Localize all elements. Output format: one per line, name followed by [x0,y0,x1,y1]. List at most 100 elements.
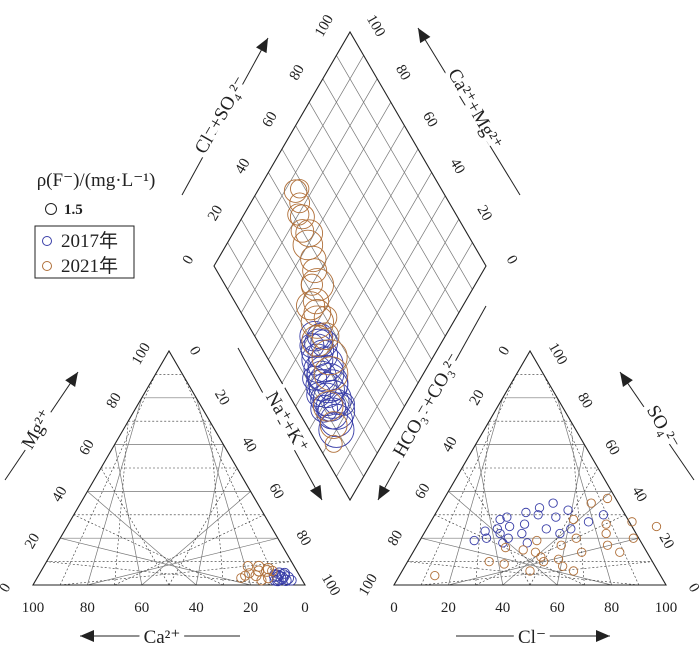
cation-grid-line [87,537,278,586]
cation-bottom-tick: 100 [22,600,45,616]
anion-point-2021 [553,554,564,564]
legend-size-circle [45,203,57,215]
anion-point-2021 [525,566,535,576]
legend-label-2017: 2017年 [61,230,118,252]
cation-point-2017 [286,575,297,586]
anion-point-2017 [583,517,594,527]
cation-grid-line [114,421,129,586]
anion-point-2017 [563,505,573,515]
diamond-point-2017 [306,382,332,408]
anion-point-2017 [495,528,505,539]
anion-grid-line [461,467,531,586]
anion-point-2021 [532,535,542,546]
anion-left-tick: 60 [412,481,433,502]
anion-bottom-tick: 40 [495,600,510,616]
anion-point-2017 [555,528,565,539]
anion-point-2017 [522,538,532,548]
anion-right-tick: 20 [656,531,677,552]
diamond-point-2021 [290,179,310,199]
cation-right-tick: 80 [293,528,314,549]
cation-right-tick: 0 [186,344,204,358]
diamond-point-2021 [302,287,330,315]
nak-arrow-arrowhead [309,484,322,500]
diamond-upper-left-tick: 60 [259,109,280,130]
clso4-axis-label: Cl⁻+SO₄²⁻ [191,73,252,157]
legend-size-value: 1.5 [64,202,83,218]
anion-point-2021 [557,561,568,571]
diamond-grid-line [336,55,473,290]
diamond-point-2021 [290,219,315,243]
anion-left-tick: 20 [467,387,488,408]
cation-left-tick: 100 [129,340,154,367]
cation-grid-line [114,514,265,586]
diamond-upper-right-tick: 20 [474,203,495,224]
diamond-point-2021 [313,305,338,330]
cation-point-2021 [256,575,267,586]
diamond-point-2021 [311,339,348,376]
diamond-point-2021 [319,411,348,439]
diamond-grid-line [322,78,460,313]
anion-point-2017 [519,519,530,529]
camg-axis-label: Ca²⁺+Mg²⁺ [443,65,506,153]
anion-bottom-tick: 60 [550,600,565,616]
anion-grid-line [448,491,558,586]
anion-right-tick: 0 [685,581,700,595]
cl-axis-label: Cl⁻ [518,627,546,648]
legend: ρ(F⁻)/(mg·L⁻¹) 1.5 2017年 2021年 [34,170,155,279]
diamond-upper-right-tick: 80 [392,62,413,83]
anion-left-tick: 0 [496,344,514,358]
anion-right-tick: 80 [574,390,595,411]
cation-left-tick: 0 [0,581,14,595]
hco3-arrow-arrowhead [378,484,391,500]
anion-point-2021 [499,559,509,569]
diamond-grid-line [254,102,392,337]
anion-point-2021 [556,540,566,550]
so4-axis-label: SO₄²⁻ [642,402,684,453]
anion-left-tick: 100 [356,571,381,598]
legend-marker-2017 [42,236,52,246]
diamond-point-2021 [312,391,344,422]
anion-grid-line [475,514,626,586]
so4-arrow-arrowhead [620,372,633,387]
cation-bottom-tick: 40 [189,600,204,616]
anion-grid-line [570,421,585,586]
anion-point-2021 [430,570,440,581]
cl-arrow-arrowhead [596,630,610,642]
cation-bottom-tick: 60 [134,600,149,616]
anion-point-2017 [521,507,531,518]
clso4-arrow-arrowhead [256,38,268,54]
cation-grid-line [141,491,251,586]
camg-arrow-line [417,27,521,196]
diamond-point-2021 [313,356,349,391]
anion-point-2021 [500,542,511,553]
anion-point-2021 [615,547,625,557]
diamond-point-2021 [300,305,335,339]
cation-right-tick: 60 [265,481,286,502]
diamond-point-2021 [283,179,308,203]
diamond-point-2021 [324,434,343,453]
anion-left-tick: 80 [385,528,406,549]
cation-grid-line [195,444,224,586]
diamond-point-2021 [296,291,326,321]
mg-arrow-arrowhead [65,372,78,387]
anion-point-2017 [566,524,576,534]
anion-grid-line [421,537,612,586]
anion-point-2017 [598,510,609,520]
diamond-point-2021 [287,203,310,226]
cation-bottom-tick: 0 [301,600,309,616]
diamond-upper-right-tick: 100 [363,12,388,39]
mg-arrow-line [4,371,79,481]
anion-point-2021 [538,556,549,567]
diamond-point-2021 [300,268,335,302]
anion-point-2017 [517,528,527,539]
anion-point-2021 [628,533,639,543]
anion-point-2017 [495,514,505,525]
cation-left-tick: 40 [49,484,70,505]
anion-point-2021 [602,540,613,550]
diamond-point-2017 [308,371,345,409]
anion-point-2021 [651,521,662,532]
diamond-point-2017 [306,360,337,392]
cation-left-tick: 60 [76,437,97,458]
anion-grid-line [434,514,585,586]
